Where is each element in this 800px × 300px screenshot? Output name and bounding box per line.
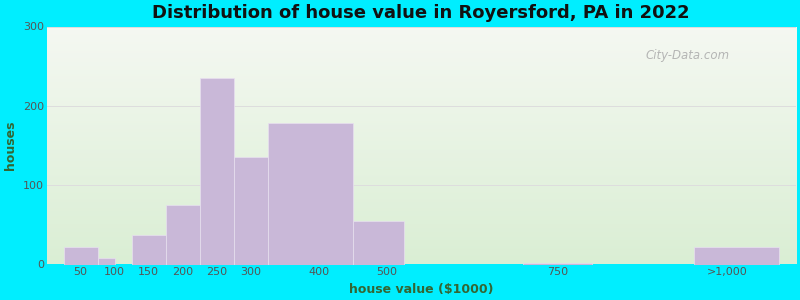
Y-axis label: houses: houses [4,121,17,170]
Title: Distribution of house value in Royersford, PA in 2022: Distribution of house value in Royersfor… [153,4,690,22]
Bar [268,123,353,265]
Bar [64,247,98,265]
Bar [694,247,779,265]
Bar [98,258,114,265]
Bar [523,263,591,265]
Bar [353,221,404,265]
Bar [200,78,234,265]
Text: City-Data.com: City-Data.com [646,49,730,62]
Bar [166,205,200,265]
X-axis label: house value ($1000): house value ($1000) [349,283,494,296]
Bar [234,158,268,265]
Bar [132,235,166,265]
